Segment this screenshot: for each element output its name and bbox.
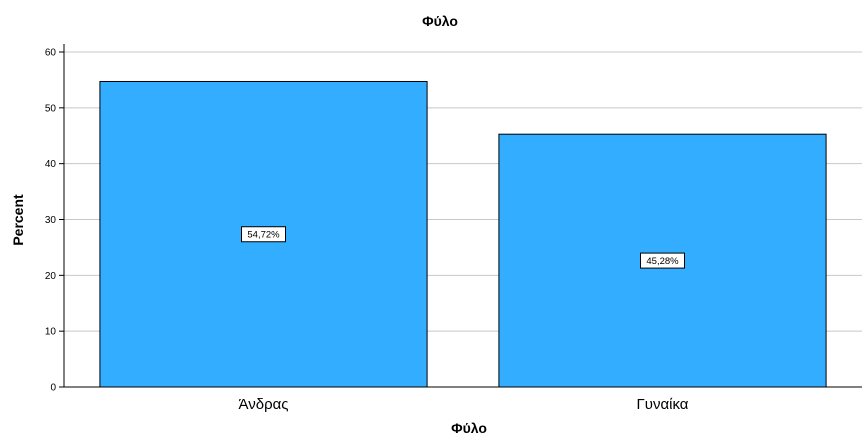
data-label-box xyxy=(241,226,286,243)
y-axis-title: Percent xyxy=(10,194,26,246)
y-tick-label: 50 xyxy=(45,103,57,114)
y-tick-label: 40 xyxy=(45,159,57,170)
y-tick-label: 60 xyxy=(45,48,57,59)
y-tick-label: 20 xyxy=(45,271,57,282)
x-category-label: Γυναίκα xyxy=(637,396,689,413)
data-label: 54,72% xyxy=(247,230,280,241)
y-tick-label: 0 xyxy=(50,383,56,394)
data-label: 45,28% xyxy=(646,256,679,267)
data-label-box xyxy=(640,252,685,269)
y-tick-label: 30 xyxy=(45,215,57,226)
bars xyxy=(99,80,827,388)
data-labels: 54,72% 45,28% xyxy=(241,226,685,269)
x-axis-categories: Άνδρας Γυναίκα xyxy=(238,396,688,413)
y-axis-ticks: 0 10 20 30 40 50 60 xyxy=(45,48,64,394)
x-category-label: Άνδρας xyxy=(238,396,288,413)
x-axis-title: Φύλο xyxy=(451,420,487,435)
chart-title: Φύλο xyxy=(422,13,458,29)
y-tick-label: 10 xyxy=(45,327,57,338)
